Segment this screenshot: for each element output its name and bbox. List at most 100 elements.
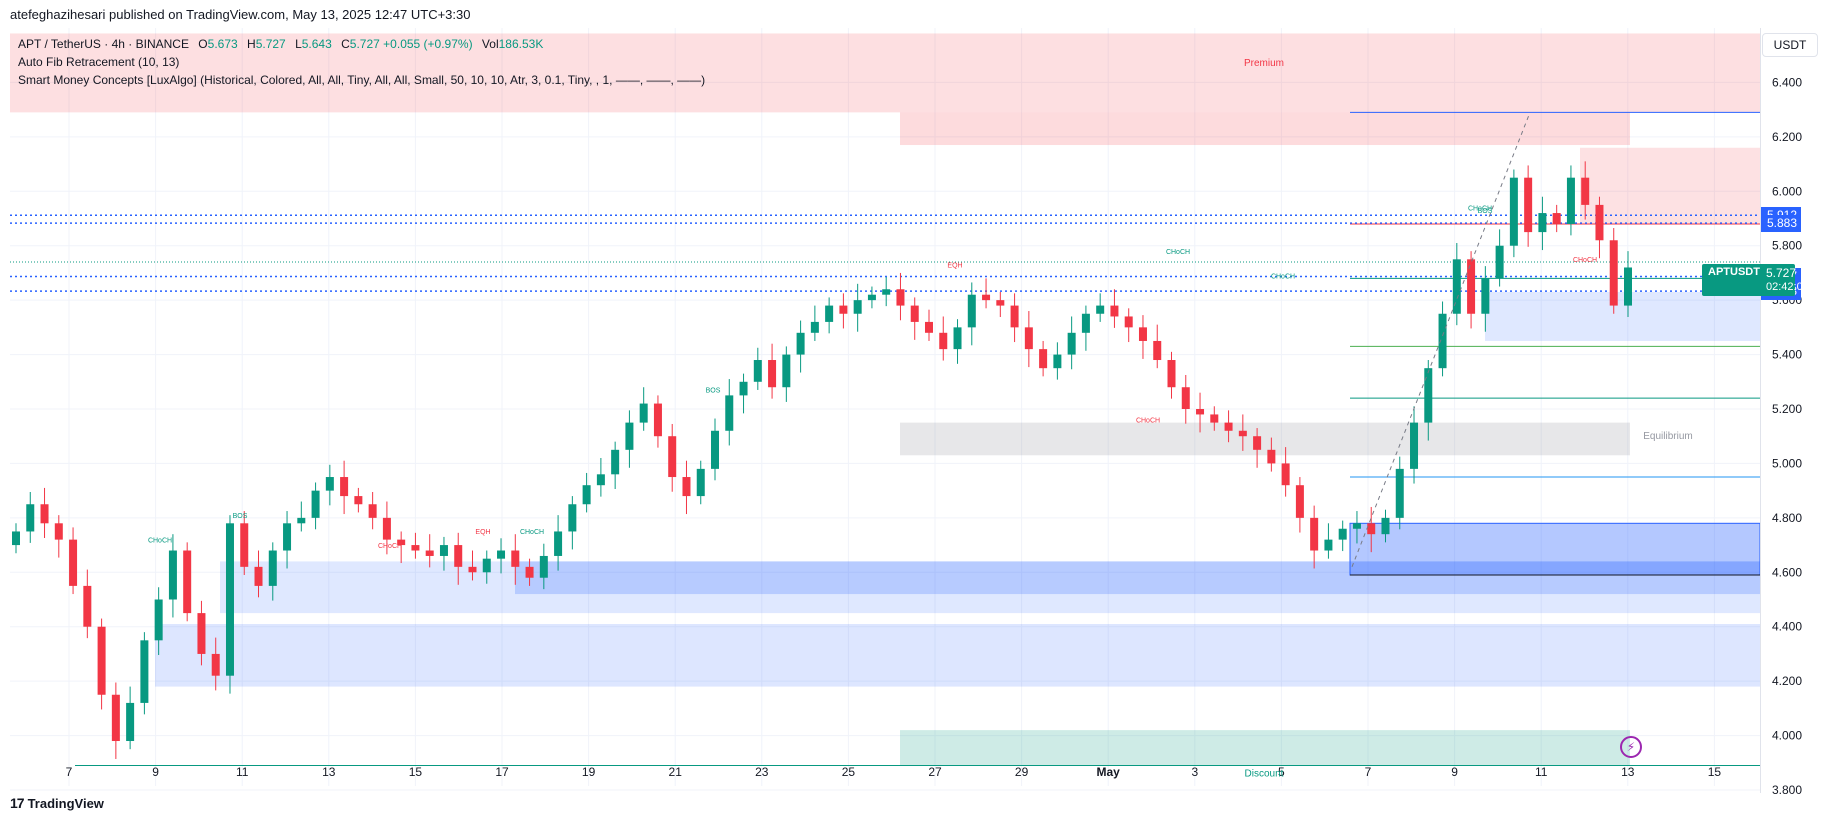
- candle-body: [1624, 267, 1632, 306]
- close-value: 5.727: [349, 37, 380, 51]
- candle-body: [1039, 349, 1048, 369]
- candle-body: [1267, 449, 1276, 464]
- candle-body: [825, 305, 834, 322]
- candle: [1410, 406, 1419, 484]
- indicator-fib[interactable]: Auto Fib Retracement (10, 13): [18, 55, 180, 69]
- tradingview-logo[interactable]: 17 TradingView: [10, 795, 104, 811]
- y-tick-label: 4.400: [1772, 620, 1802, 634]
- chart-legend: APT / TetherUS · 4h · BINANCE O5.673 H5.…: [18, 35, 705, 89]
- structure-label: CHoCH: [1166, 249, 1190, 256]
- candle: [97, 618, 106, 710]
- candle-body: [668, 436, 677, 478]
- lightning-icon[interactable]: ⚡: [1620, 736, 1642, 758]
- candle-body: [1024, 327, 1033, 350]
- candle-body: [967, 294, 976, 328]
- price-tag: 5.883: [1761, 215, 1801, 233]
- x-tick-label: 21: [669, 765, 683, 779]
- candle: [168, 534, 177, 618]
- candle: [1053, 342, 1062, 380]
- candle-body: [867, 294, 876, 301]
- candle-body: [1538, 213, 1547, 233]
- zone-equilibrium: [900, 422, 1630, 456]
- candle-body: [311, 490, 320, 518]
- candle-body: [1381, 517, 1390, 535]
- candle-body: [924, 321, 933, 333]
- currency-selector[interactable]: USDT: [1762, 33, 1818, 57]
- candle-body: [254, 566, 263, 586]
- price-scale[interactable]: [1760, 28, 1835, 793]
- candle-body: [1281, 463, 1290, 486]
- candle-body: [111, 694, 120, 742]
- candle-body: [568, 504, 577, 532]
- y-tick-label: 3.800: [1772, 783, 1802, 797]
- candle: [225, 515, 234, 694]
- y-tick-label: 6.000: [1772, 184, 1802, 198]
- x-tick-label: 5: [1278, 765, 1285, 779]
- candle-body: [839, 305, 848, 314]
- candle: [40, 487, 49, 538]
- candle: [839, 293, 848, 329]
- candle-body: [882, 289, 891, 295]
- candle: [1595, 196, 1604, 259]
- structure-label: CHoCH: [1468, 205, 1492, 212]
- candle: [554, 515, 563, 571]
- candle-body: [482, 558, 491, 573]
- candle-body: [953, 327, 962, 350]
- candle: [525, 558, 534, 586]
- candle-body: [225, 523, 234, 676]
- candle: [639, 387, 648, 431]
- discount-label: Discount: [1245, 768, 1284, 779]
- candle-body: [1595, 204, 1604, 241]
- candle: [668, 423, 677, 492]
- candle: [325, 464, 334, 506]
- x-tick-label: 3: [1191, 765, 1198, 779]
- candle: [582, 472, 591, 513]
- candle: [882, 277, 891, 307]
- candle-body: [425, 550, 434, 556]
- candle-body: [996, 300, 1005, 306]
- candle: [611, 441, 620, 490]
- candle: [924, 309, 933, 341]
- candle-body: [1153, 340, 1162, 361]
- candle: [796, 320, 805, 373]
- candle-body: [1081, 313, 1090, 333]
- candle: [1310, 505, 1319, 569]
- candle: [1538, 196, 1547, 251]
- candle-body: [782, 354, 791, 388]
- candle-body: [97, 626, 106, 695]
- x-tick-label: 15: [409, 765, 423, 779]
- candle-body: [725, 395, 734, 431]
- candle: [154, 587, 163, 656]
- equilibrium-label: Equilibrium: [1643, 431, 1692, 442]
- candle: [1281, 447, 1290, 497]
- x-tick-label: 11: [236, 765, 249, 779]
- structure-label: BOS: [233, 513, 248, 520]
- candle-body: [1295, 485, 1304, 518]
- candle: [1352, 511, 1361, 544]
- candle: [625, 410, 634, 468]
- x-tick-label: 9: [1451, 765, 1458, 779]
- candle: [853, 283, 862, 332]
- candle: [939, 316, 948, 361]
- candle: [1124, 308, 1133, 343]
- candle: [768, 343, 777, 399]
- indicator-smc[interactable]: Smart Money Concepts [LuxAlgo] (Historic…: [18, 73, 706, 87]
- candle: [1267, 437, 1276, 472]
- candle: [753, 347, 762, 390]
- candle: [782, 346, 791, 402]
- ohlc-row: APT / TetherUS · 4h · BINANCE O5.673 H5.…: [18, 35, 705, 53]
- candle: [1210, 406, 1219, 431]
- candle-body: [1410, 422, 1419, 469]
- y-tick-label: 4.200: [1772, 674, 1802, 688]
- candle: [126, 686, 135, 750]
- candle: [511, 534, 520, 585]
- candle: [1024, 311, 1033, 368]
- candle-body: [1196, 409, 1205, 415]
- x-tick-label: 27: [928, 765, 942, 779]
- symbol-label[interactable]: APT / TetherUS · 4h · BINANCE: [18, 37, 189, 51]
- candle: [1167, 351, 1176, 399]
- candle: [1438, 301, 1447, 377]
- candle-body: [297, 517, 306, 524]
- candle-body: [611, 449, 620, 475]
